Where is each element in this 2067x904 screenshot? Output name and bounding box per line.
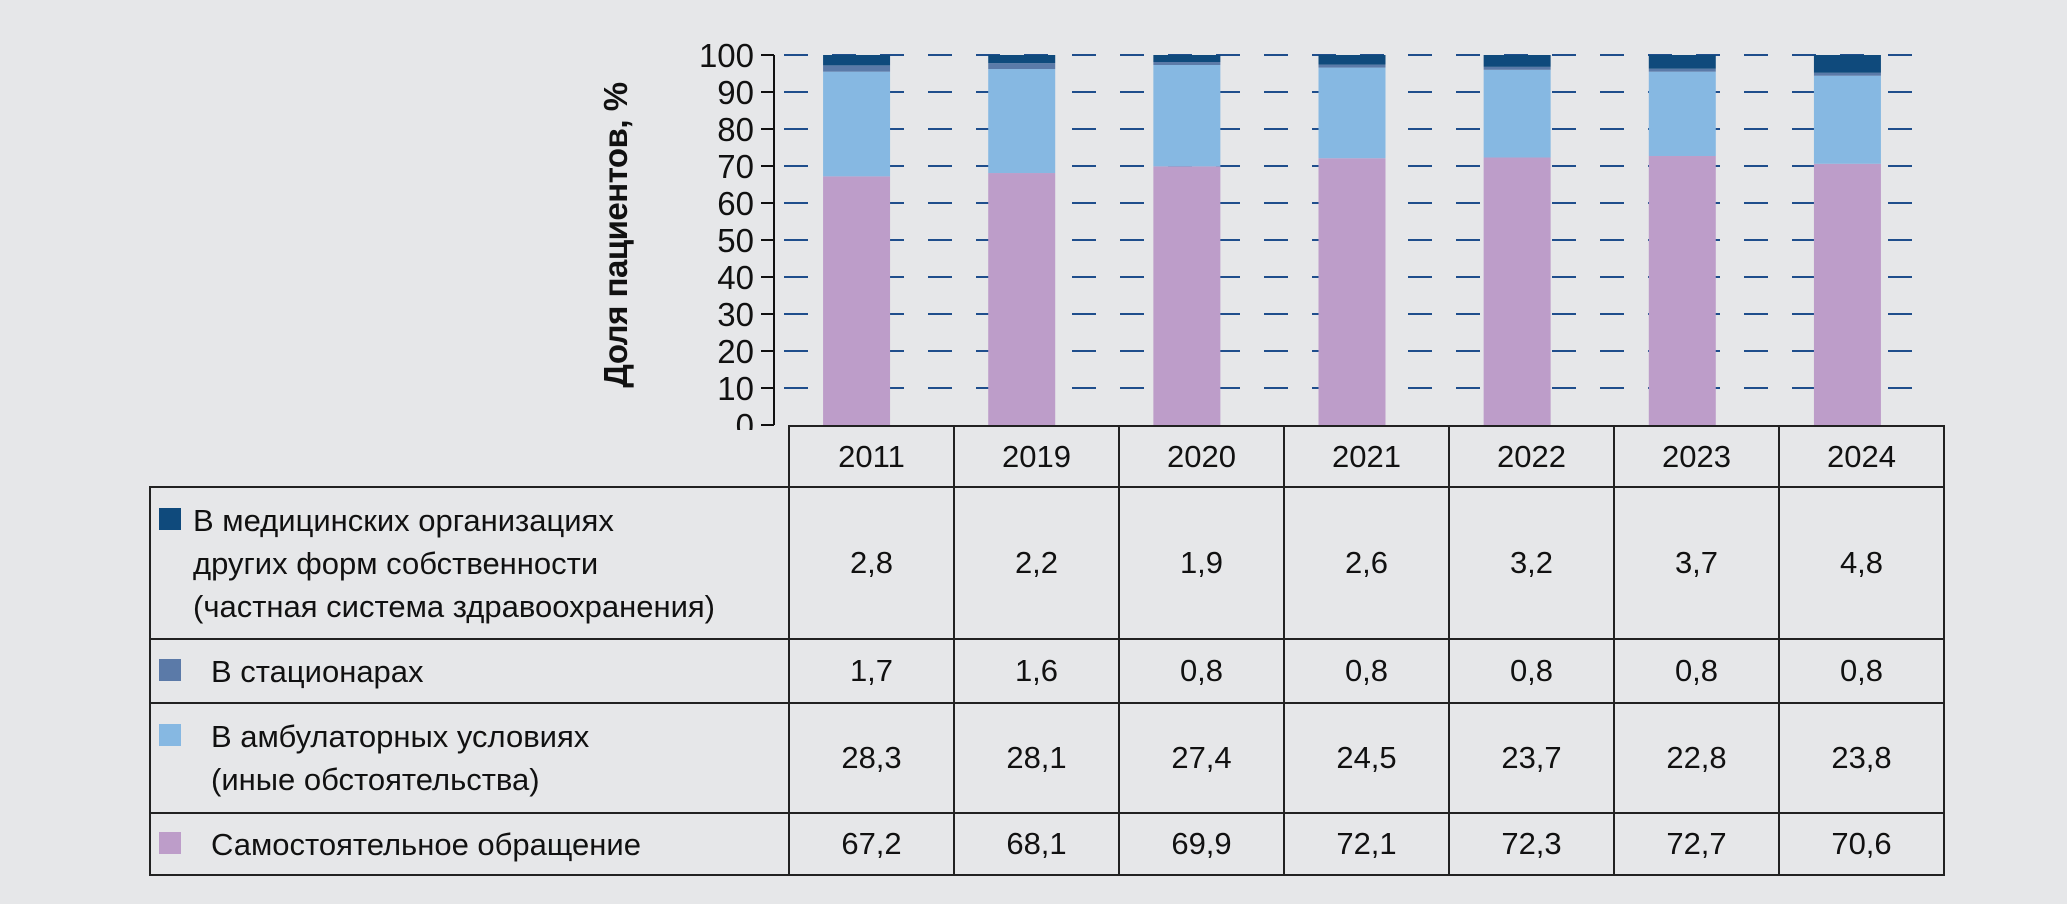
x-tick-label: 2023 xyxy=(1613,425,1780,488)
bar-segment xyxy=(1813,55,1881,73)
y-tick-label: 0 xyxy=(736,407,754,430)
data-label: 4,8 xyxy=(1778,486,1945,640)
x-tick-label: 2020 xyxy=(1118,425,1285,488)
data-label: 22,8 xyxy=(1613,702,1780,814)
x-tick-label: 2021 xyxy=(1283,425,1450,488)
bar-segment xyxy=(1648,55,1716,69)
legend-swatch xyxy=(159,724,181,746)
bar-segment xyxy=(1483,69,1551,158)
table-corner xyxy=(150,426,790,487)
y-tick-label: 100 xyxy=(699,37,754,74)
legend-cell: В медицинских организациях других форм с… xyxy=(149,486,790,640)
data-label: 3,7 xyxy=(1613,486,1780,640)
data-label: 68,1 xyxy=(953,812,1120,876)
bar-segment xyxy=(1483,157,1551,426)
legend-label: В медицинских организациях других форм с… xyxy=(193,502,715,624)
y-axis-title: Доля пациентов, % xyxy=(597,82,634,388)
bar-segment xyxy=(1813,75,1881,164)
y-tick-label: 30 xyxy=(717,296,754,333)
data-label: 1,9 xyxy=(1118,486,1285,640)
data-label: 72,1 xyxy=(1283,812,1450,876)
table-row: В амбулаторных условиях (иные обстоятель… xyxy=(149,702,1945,814)
bar-segment xyxy=(1483,55,1551,67)
data-label: 2,2 xyxy=(953,486,1120,640)
bar-segment xyxy=(1648,156,1716,425)
data-label: 24,5 xyxy=(1283,702,1450,814)
bar-segment xyxy=(1813,72,1881,76)
bar-segment xyxy=(1318,67,1386,159)
y-tick-label: 50 xyxy=(717,222,754,259)
data-label: 70,6 xyxy=(1778,812,1945,876)
data-label: 1,6 xyxy=(953,638,1120,704)
x-tick-label: 2011 xyxy=(788,425,955,488)
data-label: 67,2 xyxy=(788,812,955,876)
legend-label: В стационарах xyxy=(211,653,424,689)
bar-segment xyxy=(1153,55,1221,63)
bar-segment xyxy=(1318,55,1386,65)
legend-label: Самостоятельное обращение xyxy=(211,826,641,862)
table-row: Самостоятельное обращение 67,2 68,1 69,9 72,… xyxy=(149,812,1945,876)
data-table: 2011 2019 2020 2021 2022 2023 2024 В медицински… xyxy=(149,425,1945,876)
legend-swatch xyxy=(159,507,181,530)
y-tick-label: 40 xyxy=(717,259,754,296)
legend-swatch xyxy=(159,831,181,854)
bar-segment xyxy=(823,176,891,425)
bar-segment xyxy=(1318,158,1386,426)
data-label: 0,8 xyxy=(1613,638,1780,704)
bar-segment xyxy=(1648,71,1716,157)
bar-segment xyxy=(1318,64,1386,68)
data-label: 0,8 xyxy=(1283,638,1450,704)
data-label: 28,3 xyxy=(788,702,955,814)
data-label: 2,8 xyxy=(788,486,955,640)
bar-segment xyxy=(988,63,1056,70)
table-row: В медицинских организациях других форм с… xyxy=(149,486,1945,640)
data-label: 27,4 xyxy=(1118,702,1285,814)
bar-segment xyxy=(988,69,1056,174)
y-tick-label: 10 xyxy=(717,370,754,407)
data-label: 28,1 xyxy=(953,702,1120,814)
bar-segment xyxy=(823,71,891,177)
data-label: 69,9 xyxy=(1118,812,1285,876)
data-label: 0,8 xyxy=(1778,638,1945,704)
bar-segment xyxy=(1648,68,1716,72)
x-tick-label: 2022 xyxy=(1448,425,1615,488)
data-label: 23,8 xyxy=(1778,702,1945,814)
x-tick-label: 2019 xyxy=(953,425,1120,488)
data-label: 72,3 xyxy=(1448,812,1615,876)
y-tick-label: 70 xyxy=(717,148,754,185)
table-row: В стационарах 1,7 1,6 0,8 0,8 0,8 0,8 0,8 xyxy=(149,638,1945,704)
bar-segment xyxy=(988,55,1056,64)
bar-segment xyxy=(1153,64,1221,167)
x-tick-label: 2024 xyxy=(1778,425,1945,488)
data-label: 1,7 xyxy=(788,638,955,704)
data-label: 72,7 xyxy=(1613,812,1780,876)
legend-cell: В стационарах xyxy=(149,638,790,704)
bar-segment xyxy=(1813,163,1881,425)
bar-segment xyxy=(1153,62,1221,65)
data-label: 2,6 xyxy=(1283,486,1450,640)
legend-cell: В амбулаторных условиях (иные обстоятель… xyxy=(149,702,790,814)
legend-swatch xyxy=(159,658,181,681)
y-tick-label: 60 xyxy=(717,185,754,222)
y-tick-label: 20 xyxy=(717,333,754,370)
bar-segment xyxy=(988,173,1056,425)
bar-segment xyxy=(823,65,891,72)
data-label: 0,8 xyxy=(1118,638,1285,704)
y-tick-label: 80 xyxy=(717,111,754,148)
legend-label: В амбулаторных условиях (иные обстоятель… xyxy=(211,719,590,797)
legend-cell: Самостоятельное обращение xyxy=(149,812,790,876)
data-label: 23,7 xyxy=(1448,702,1615,814)
y-tick-label: 90 xyxy=(717,74,754,111)
bar-segment xyxy=(1153,166,1221,425)
data-label: 0,8 xyxy=(1448,638,1615,704)
data-label: 3,2 xyxy=(1448,486,1615,640)
bar-segment xyxy=(823,55,891,66)
bar-segment xyxy=(1483,66,1551,70)
